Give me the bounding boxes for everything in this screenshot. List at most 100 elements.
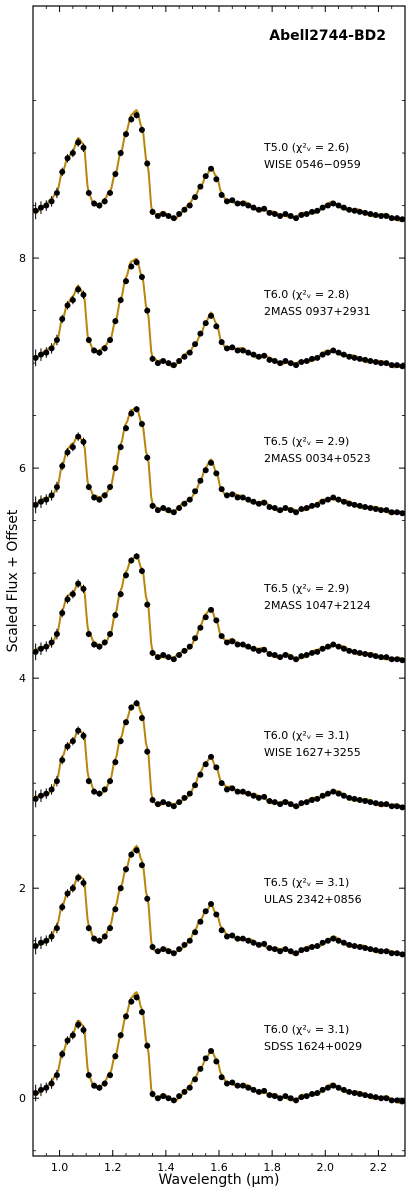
observed-point bbox=[64, 890, 71, 897]
observed-point bbox=[59, 1051, 66, 1058]
observed-point bbox=[314, 942, 321, 949]
observed-point bbox=[64, 155, 71, 162]
observed-point bbox=[314, 795, 321, 802]
observed-point bbox=[372, 1094, 379, 1101]
x-tick-label: 1.8 bbox=[263, 1161, 281, 1174]
observed-point bbox=[319, 498, 326, 505]
observed-point bbox=[266, 650, 273, 657]
observed-point bbox=[255, 647, 262, 654]
observed-point bbox=[239, 200, 246, 207]
observed-point bbox=[287, 1095, 294, 1102]
observed-point bbox=[107, 631, 114, 638]
observed-point bbox=[346, 794, 353, 801]
observed-point bbox=[330, 200, 337, 207]
observed-point bbox=[165, 213, 172, 220]
observed-point bbox=[394, 950, 401, 957]
observed-point bbox=[388, 656, 395, 663]
observed-point bbox=[383, 213, 390, 220]
observed-point bbox=[202, 173, 209, 180]
observed-point bbox=[149, 208, 156, 215]
observed-point bbox=[117, 885, 124, 892]
observed-point bbox=[303, 505, 310, 512]
observed-point bbox=[101, 933, 108, 940]
observed-point bbox=[223, 198, 230, 205]
observed-point bbox=[277, 213, 284, 220]
observed-point bbox=[43, 643, 50, 650]
observed-point bbox=[394, 215, 401, 222]
observed-point bbox=[287, 948, 294, 955]
observed-point bbox=[303, 946, 310, 953]
observed-point bbox=[192, 341, 199, 348]
observed-point bbox=[261, 499, 268, 506]
observed-point bbox=[59, 610, 66, 617]
observed-point bbox=[330, 494, 337, 501]
observed-point bbox=[213, 764, 220, 771]
observed-point bbox=[123, 1013, 129, 1020]
observed-point bbox=[356, 208, 363, 215]
observed-point bbox=[64, 302, 71, 309]
observed-point bbox=[367, 799, 374, 806]
observed-point bbox=[69, 444, 76, 451]
series-label-name: SDSS 1624+0029 bbox=[264, 1040, 362, 1053]
observed-point bbox=[208, 606, 215, 613]
observed-point bbox=[123, 719, 129, 726]
observed-point bbox=[351, 207, 358, 214]
observed-point bbox=[37, 792, 44, 799]
observed-point bbox=[160, 946, 167, 953]
observed-point bbox=[96, 349, 103, 356]
observed-point bbox=[245, 1084, 252, 1091]
observed-point bbox=[170, 656, 177, 663]
observed-point bbox=[144, 895, 151, 902]
observed-point bbox=[250, 645, 257, 652]
observed-point bbox=[123, 131, 129, 138]
observed-point bbox=[138, 1009, 145, 1016]
observed-point bbox=[59, 168, 66, 175]
observed-point bbox=[309, 502, 315, 509]
observed-point bbox=[239, 788, 246, 795]
observed-point bbox=[383, 1095, 390, 1102]
observed-point bbox=[176, 946, 183, 953]
observed-point bbox=[80, 144, 87, 151]
observed-point bbox=[372, 800, 379, 807]
observed-point bbox=[181, 206, 188, 213]
observed-point bbox=[165, 1095, 172, 1102]
observed-point bbox=[53, 336, 60, 343]
observed-point bbox=[378, 360, 385, 367]
observed-point bbox=[149, 796, 156, 803]
observed-point bbox=[64, 449, 71, 456]
observed-point bbox=[64, 1037, 71, 1044]
observed-point bbox=[261, 205, 268, 212]
observed-point bbox=[75, 727, 82, 734]
observed-point bbox=[399, 657, 406, 664]
observed-point bbox=[138, 126, 145, 133]
observed-point bbox=[186, 937, 193, 944]
observed-point bbox=[351, 942, 358, 949]
observed-point bbox=[197, 1065, 204, 1072]
observed-point bbox=[112, 318, 119, 325]
observed-point bbox=[250, 792, 257, 799]
observed-point bbox=[181, 500, 188, 507]
observed-point bbox=[309, 649, 315, 656]
observed-point bbox=[303, 210, 310, 217]
observed-point bbox=[346, 500, 353, 507]
spectrum-series: T6.5 (χ²ᵥ = 3.1) ULAS 2342+0856 bbox=[32, 844, 406, 958]
observed-point bbox=[255, 794, 262, 801]
observed-point bbox=[69, 738, 76, 745]
observed-point bbox=[101, 639, 108, 646]
observed-point bbox=[149, 1091, 156, 1098]
observed-point bbox=[107, 778, 114, 785]
observed-point bbox=[69, 1032, 76, 1039]
observed-point bbox=[176, 1093, 183, 1100]
observed-point bbox=[324, 349, 331, 356]
y-tick-label: 8 bbox=[19, 252, 26, 265]
observed-point bbox=[107, 484, 114, 491]
observed-point bbox=[213, 911, 220, 918]
observed-point bbox=[154, 360, 161, 367]
observed-point bbox=[85, 1072, 92, 1079]
observed-point bbox=[245, 790, 252, 797]
observed-point bbox=[261, 793, 268, 800]
observed-point bbox=[346, 1088, 353, 1095]
observed-point bbox=[149, 502, 156, 509]
observed-point bbox=[170, 509, 177, 516]
observed-point bbox=[293, 509, 300, 516]
